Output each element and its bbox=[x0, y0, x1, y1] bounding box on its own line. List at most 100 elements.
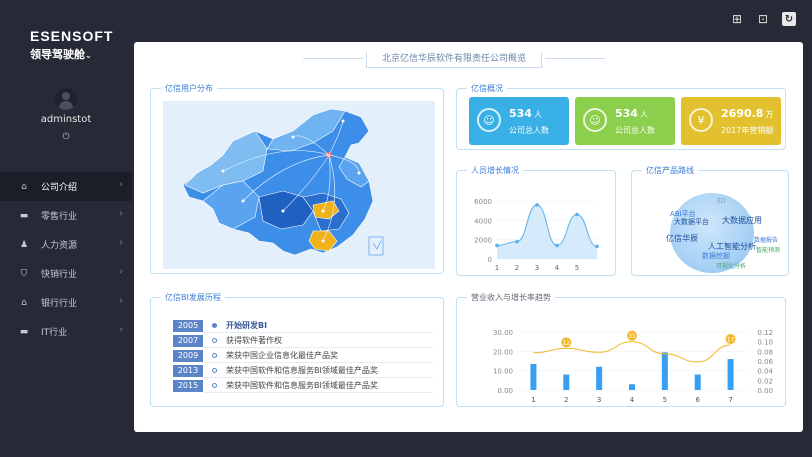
data-label-pin bbox=[627, 330, 637, 341]
area-fill bbox=[497, 204, 597, 259]
staff-growth-chart[interactable]: 0 2000 4000 6000 1 2 3 4 5 bbox=[457, 171, 617, 277]
timeline-item: 2007 获得软件著作权 bbox=[173, 333, 443, 348]
cart-icon: ▬ bbox=[19, 210, 29, 221]
brand-logo[interactable]: ESENSOFT 领导驾驶舱⌄ bbox=[30, 28, 113, 62]
timeline-text: 开始研发BI bbox=[226, 321, 268, 330]
y-left-tick-label: 20.00 bbox=[493, 348, 513, 356]
china-map[interactable] bbox=[163, 101, 435, 269]
bar bbox=[727, 359, 734, 390]
y-right-tick-label: 0.04 bbox=[757, 368, 773, 376]
dashboard-main: 北京亿信华辰软件有限责任公司概览 亿信用户分布 bbox=[134, 42, 803, 432]
timeline-text: 荣获中国软件和信息服务BI领域最佳产品奖 bbox=[226, 366, 378, 375]
grid-icon[interactable]: ⊞ bbox=[731, 12, 743, 26]
panel-title: 亿信概况 bbox=[467, 83, 507, 94]
sidebar-item-5[interactable]: ▬ IT行业 › bbox=[0, 317, 132, 346]
y-tick-label: 2000 bbox=[474, 237, 492, 245]
y-tick-label: 4000 bbox=[474, 217, 492, 225]
timeline-dot bbox=[212, 338, 217, 343]
data-label-pin bbox=[725, 334, 736, 345]
people-icon: ♟ bbox=[19, 239, 29, 250]
stat-card-headcount-2[interactable]: ☺ 534 人 公司总人数 bbox=[575, 97, 675, 145]
y-tick-label: 0 bbox=[488, 256, 492, 264]
chevron-right-icon: › bbox=[119, 267, 123, 277]
stat-label: 公司总人数 bbox=[615, 126, 655, 135]
y-tick-label: 6000 bbox=[474, 198, 492, 206]
power-icon[interactable]: ⏻ bbox=[62, 132, 70, 142]
data-point bbox=[535, 203, 539, 207]
panel-title: 人员增长情况 bbox=[467, 165, 523, 176]
stat-value: 534 bbox=[615, 107, 638, 120]
y-right-tick-label: 0.10 bbox=[757, 339, 773, 347]
panel-title: 亿信BI发展历程 bbox=[161, 292, 225, 303]
stat-value: 534 bbox=[509, 107, 532, 120]
chevron-right-icon: › bbox=[119, 238, 123, 248]
x-tick-label: 3 bbox=[535, 264, 539, 272]
product-word-cloud[interactable]: 3D ABI平台 大数据平台 大数据应用 亿信华辰 数据报告 人工智能分析 智能预测 数据挖掘可… bbox=[652, 185, 780, 273]
chevron-down-icon[interactable]: ⌄ bbox=[85, 51, 92, 60]
data-label: 31 bbox=[628, 333, 636, 340]
refresh-icon[interactable]: ↻ bbox=[782, 12, 796, 26]
sidebar-nav: ⌂ 公司介绍 › ▬ 零售行业 › ♟ 人力资源 › ⛉ 快销行业 › ⌂ 银行行业 › ▬ IT行业 › bbox=[0, 172, 132, 346]
growth-rate-line bbox=[533, 341, 731, 363]
person-icon: ☺ bbox=[477, 108, 501, 132]
product-keyword: 人工智能分析 bbox=[708, 242, 756, 251]
y-right-tick-label: 0.08 bbox=[757, 348, 773, 356]
revenue-chart[interactable]: 0.0010.0020.0030.000.000.020.040.060.080… bbox=[457, 298, 787, 408]
top-toolbar: ⊞ ⊡ ↻ bbox=[730, 12, 796, 26]
timeline-dot bbox=[212, 323, 217, 328]
bar bbox=[661, 352, 668, 390]
y-left-tick-label: 0.00 bbox=[497, 387, 513, 395]
data-label-pin bbox=[561, 337, 572, 348]
stat-value: 2690.8 bbox=[721, 107, 764, 120]
stat-card-headcount[interactable]: ☺ 534 人 公司总人数 bbox=[469, 97, 569, 145]
timeline-year: 2007 bbox=[173, 334, 203, 347]
stat-card-sales[interactable]: ¥ 2690.8 万 2017年营销额 bbox=[681, 97, 781, 145]
shield-icon: ⛉ bbox=[20, 268, 28, 279]
sidebar-item-0[interactable]: ⌂ 公司介绍 › bbox=[0, 172, 132, 201]
monitor-icon: ▬ bbox=[19, 326, 29, 337]
y-left-tick-label: 10.00 bbox=[493, 368, 513, 376]
panel-title: 亿信用户分布 bbox=[161, 83, 217, 94]
data-point bbox=[495, 243, 499, 248]
product-keyword: 数据报告 bbox=[754, 237, 779, 244]
x-tick-label: 5 bbox=[575, 264, 579, 272]
sidebar-item-3[interactable]: ⛉ 快销行业 › bbox=[0, 259, 132, 288]
bar bbox=[694, 374, 701, 390]
y-left-tick-label: 30.00 bbox=[493, 329, 513, 337]
timeline-item: 2009 荣获中国企业信息化最佳产品奖 bbox=[173, 348, 443, 363]
bar bbox=[629, 384, 635, 390]
brand-subtitle: 领导驾驶舱 bbox=[30, 48, 85, 61]
y-right-tick-label: 0.02 bbox=[757, 377, 773, 385]
globe-graphic bbox=[670, 193, 754, 273]
x-tick-label: 2 bbox=[564, 396, 568, 404]
x-tick-label: 7 bbox=[728, 396, 732, 404]
sidebar-item-label: 公司介绍 bbox=[41, 183, 78, 193]
sidebar-item-label: 快销行业 bbox=[41, 270, 78, 280]
product-keyword: 数据挖掘 bbox=[702, 252, 730, 260]
stat-label: 公司总人数 bbox=[509, 126, 549, 135]
data-point bbox=[595, 244, 599, 249]
bookmark-icon[interactable]: ⊡ bbox=[757, 12, 769, 26]
x-tick-label: 2 bbox=[515, 264, 519, 272]
sidebar-item-4[interactable]: ⌂ 银行行业 › bbox=[0, 288, 132, 317]
y-right-tick-label: 0.12 bbox=[757, 329, 773, 337]
sidebar-item-2[interactable]: ♟ 人力资源 › bbox=[0, 230, 132, 259]
x-tick-label: 1 bbox=[531, 396, 535, 404]
sidebar-item-1[interactable]: ▬ 零售行业 › bbox=[0, 201, 132, 230]
product-keyword: 大数据应用 bbox=[722, 216, 762, 225]
timeline-text: 荣获中国企业信息化最佳产品奖 bbox=[226, 351, 338, 360]
product-keyword: 3D bbox=[716, 197, 726, 205]
timeline-text: 荣获中国软件和信息服务BI领域最佳产品奖 bbox=[226, 381, 378, 390]
bar bbox=[563, 374, 570, 390]
sidebar-item-label: 银行行业 bbox=[41, 299, 78, 309]
avatar[interactable] bbox=[55, 88, 77, 110]
chevron-right-icon: › bbox=[119, 180, 123, 190]
data-point bbox=[575, 212, 579, 217]
timeline-year: 2015 bbox=[173, 379, 203, 392]
page-title: 北京亿信华辰软件有限责任公司概览 bbox=[303, 52, 605, 68]
map-area bbox=[163, 101, 435, 269]
bank-icon: ⌂ bbox=[21, 297, 27, 308]
timeline-year: 2009 bbox=[173, 349, 203, 362]
bar bbox=[596, 366, 603, 390]
timeline-dot bbox=[212, 383, 217, 388]
